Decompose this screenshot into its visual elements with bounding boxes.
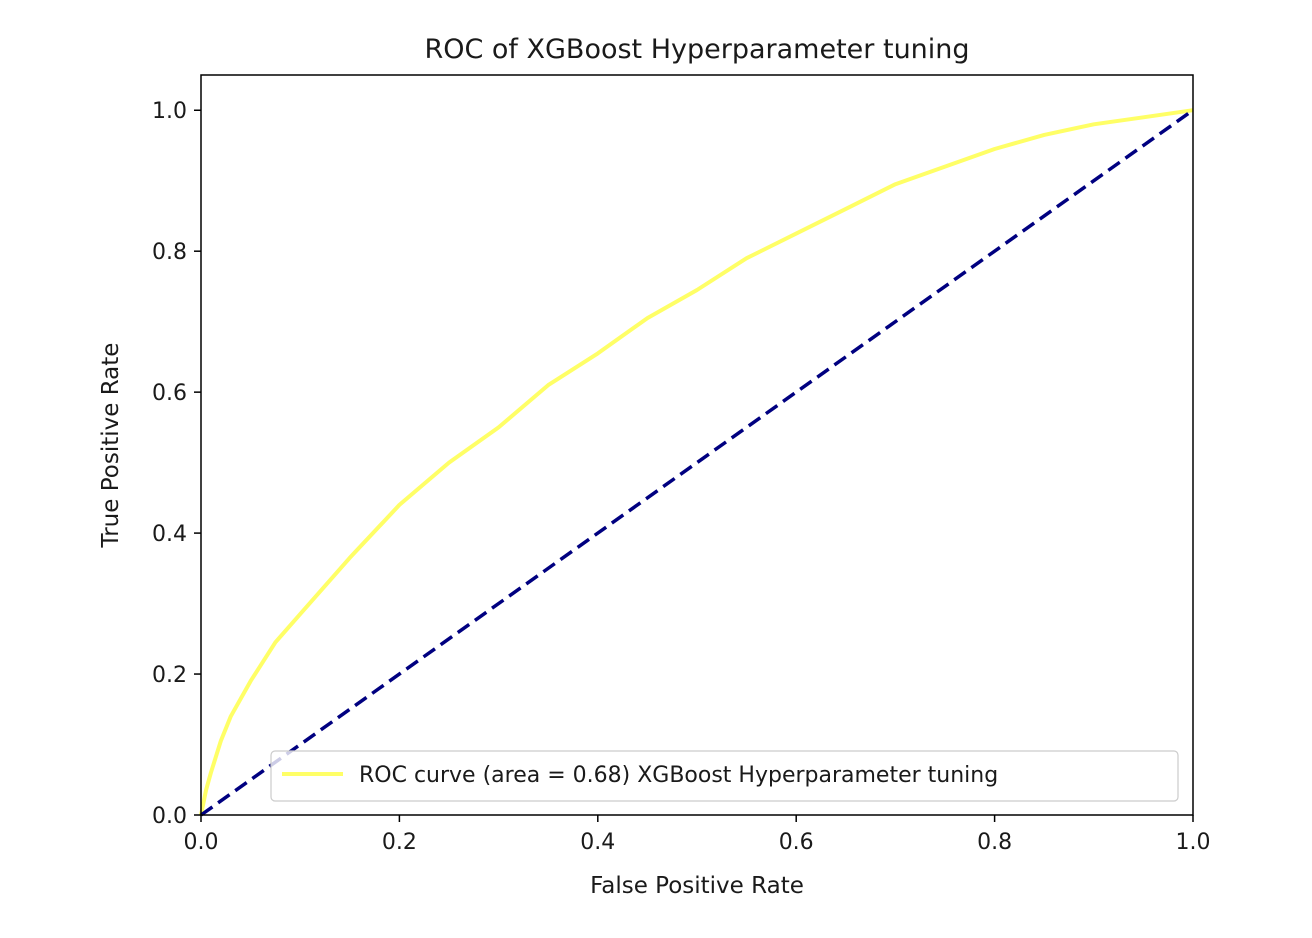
legend: ROC curve (area = 0.68) XGBoost Hyperpar…: [270, 750, 1179, 802]
y-axis: 0.0 0.2 0.4 0.6 0.8 1.0: [152, 99, 201, 829]
plot-area: [199, 108, 1195, 817]
diagonal-reference-line: [199, 108, 1195, 817]
y-tick-label: 0.2: [152, 663, 187, 688]
y-tick-label: 0.8: [152, 240, 187, 265]
y-tick-label: 0.6: [152, 381, 187, 406]
y-tick-label: 1.0: [152, 99, 187, 124]
axes-frame: [200, 74, 1194, 816]
x-tick-label: 0.4: [580, 830, 615, 855]
legend-box: [270, 750, 1179, 802]
x-tick-label: 0.6: [779, 830, 814, 855]
chart-title: ROC of XGBoost Hyperparameter tuning: [424, 34, 969, 65]
y-axis-label: True Positive Rate: [98, 343, 124, 549]
x-tick-label: 0.0: [184, 830, 219, 855]
x-tick-label: 1.0: [1176, 830, 1211, 855]
x-tick-label: 0.2: [382, 830, 417, 855]
x-axis: 0.0 0.2 0.4 0.6 0.8 1.0: [184, 815, 1211, 855]
y-tick-label: 0.0: [152, 804, 187, 829]
roc-curve-line: [199, 108, 1194, 816]
y-tick-label: 0.4: [152, 522, 187, 547]
x-axis-label: False Positive Rate: [590, 873, 804, 899]
legend-entry-roc: ROC curve (area = 0.68) XGBoost Hyperpar…: [359, 763, 998, 788]
x-tick-label: 0.8: [977, 830, 1012, 855]
